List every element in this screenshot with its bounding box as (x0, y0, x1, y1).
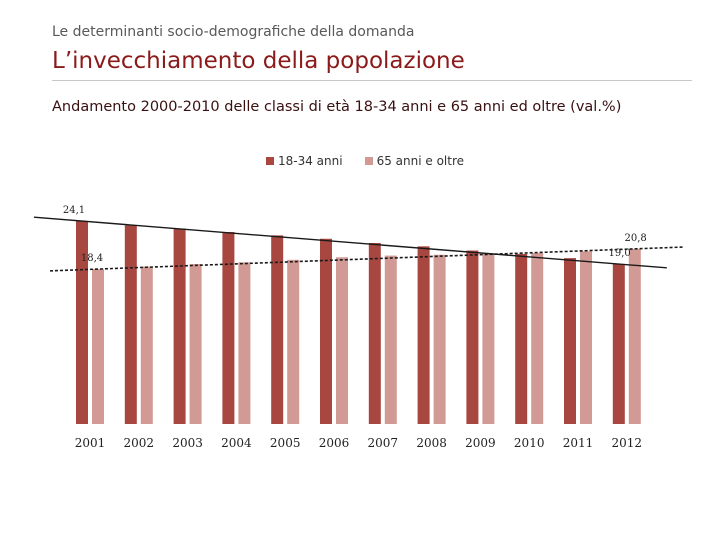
legend-item-series-1: 18-34 anni (266, 154, 343, 168)
data-label-series-2-2012: 20,8 (625, 233, 647, 244)
bar-series-2-2002 (140, 266, 153, 424)
trendline-solid (33, 216, 667, 269)
x-tick-label: 2007 (368, 436, 399, 450)
bar-series-2-2011 (580, 251, 592, 424)
bar-series-1-2010 (515, 253, 528, 424)
legend-item-series-2: 65 anni e oltre (364, 154, 465, 168)
x-tick-label: 2005 (270, 436, 301, 450)
bar-series-2-2006 (336, 257, 348, 424)
bar-series-1-2004 (222, 232, 235, 424)
title-divider (52, 80, 692, 81)
bar-series-1-2007 (368, 242, 381, 424)
data-labels-group: 24,1 18,4 20,8 19,0 (63, 205, 647, 264)
x-tick-labels-group: 2001 2002 2003 2004 2005 2006 2007 2008 2009 2010… (75, 436, 642, 450)
bar-series-2-2008 (433, 254, 446, 424)
bar-series-2-2009 (482, 253, 495, 424)
bar-series-1-2009 (466, 250, 479, 424)
data-label-series-1-2012: 19,0 (609, 248, 631, 259)
legend-label-series-1: 18-34 anni (278, 154, 343, 168)
x-tick-label: 2009 (465, 436, 496, 450)
x-tick-label: 2012 (612, 436, 643, 450)
bar-series-2-2003 (189, 264, 202, 424)
x-tick-label: 2004 (221, 436, 252, 450)
legend-swatch-series-1 (266, 157, 274, 165)
bar-series-1-2005 (271, 235, 284, 424)
chart-legend: 18-34 anni 65 anni e oltre (266, 154, 464, 168)
bar-series-2-2007 (384, 255, 397, 424)
x-tick-label: 2011 (563, 436, 594, 450)
bar-series-1-2008 (417, 246, 430, 424)
section-supertitle: Le determinanti socio-demografiche della… (52, 24, 415, 40)
bar-series-1-2003 (173, 228, 186, 424)
bars-group (76, 221, 641, 424)
bar-series-1-2002 (124, 225, 137, 424)
x-tick-label: 2010 (514, 436, 545, 450)
legend-swatch-series-2 (364, 157, 373, 165)
bar-series-2-2001 (92, 269, 104, 424)
bar-series-1-2001 (76, 221, 88, 424)
bar-series-2-2012 (628, 248, 641, 424)
bar-series-1-2011 (564, 258, 576, 424)
bar-series-2-2004 (238, 262, 251, 424)
trendline-dashed (49, 246, 683, 272)
x-tick-label: 2003 (172, 436, 203, 450)
x-tick-label: 2002 (124, 436, 155, 450)
bar-series-2-2005 (287, 259, 300, 424)
bar-series-2-2010 (531, 253, 544, 424)
x-tick-label: 2006 (319, 436, 350, 450)
x-tick-label: 2008 (416, 436, 447, 450)
data-label-series-2-2001: 18,4 (81, 253, 103, 264)
page-title: L’invecchiamento della popolazione (52, 48, 465, 74)
legend-label-series-2: 65 anni e oltre (376, 154, 465, 168)
chart-subtitle: Andamento 2000-2010 delle classi di età … (52, 99, 622, 115)
bar-series-1-2012 (612, 264, 625, 424)
bar-series-1-2006 (320, 238, 332, 424)
x-tick-label: 2001 (75, 436, 106, 450)
data-label-series-1-2001: 24,1 (63, 205, 85, 216)
trendlines-group (33, 216, 683, 272)
